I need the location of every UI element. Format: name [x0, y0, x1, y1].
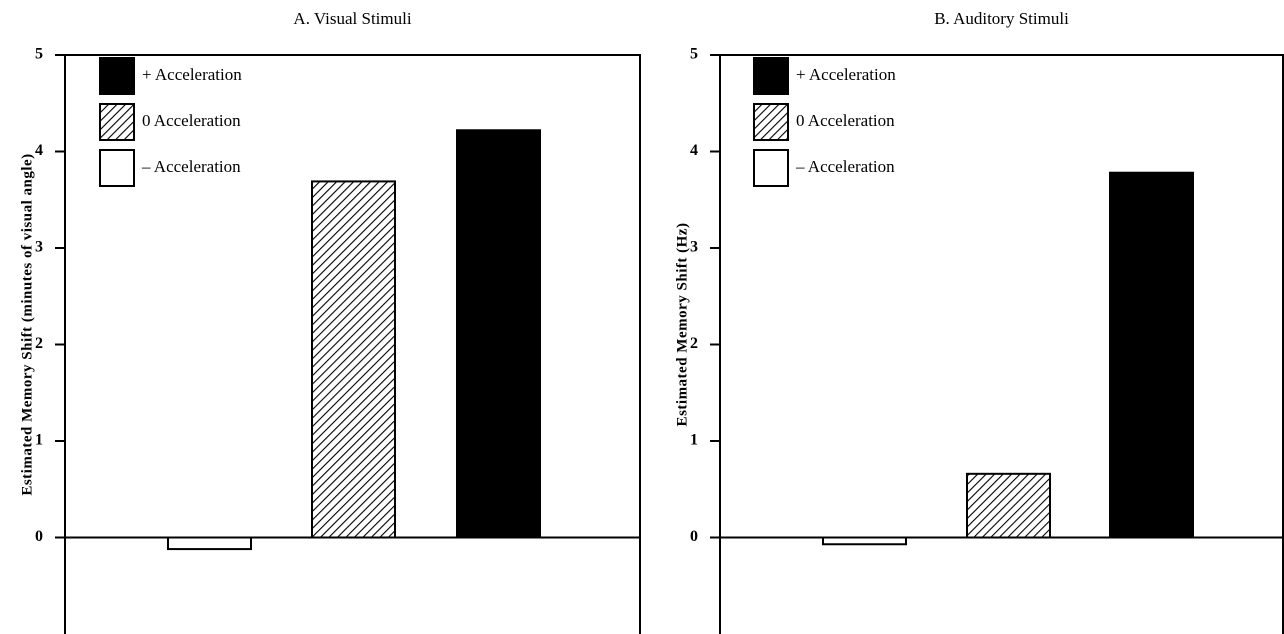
legend-label: + Acceleration: [796, 65, 896, 84]
y-axis-label: Estimated Memory Shift (Hz): [674, 223, 690, 427]
legend-swatch: [753, 103, 789, 141]
chart-title: B. Auditory Stimuli: [934, 9, 1069, 28]
y-axis-label: Estimated Memory Shift (minutes of visua…: [19, 153, 35, 495]
y-tick-label: 0: [690, 528, 698, 545]
legend-label: + Acceleration: [142, 65, 242, 84]
y-tick-label: 1: [690, 432, 698, 449]
y-tick-label: 4: [35, 142, 43, 159]
bar: [456, 129, 541, 539]
legend-swatch: [99, 149, 135, 187]
bar: [167, 536, 252, 551]
legend-swatch: [753, 57, 789, 95]
y-tick-label: 0: [35, 528, 43, 545]
legend-swatch: [99, 57, 135, 95]
bar: [822, 536, 907, 546]
chart-title: A. Visual Stimuli: [293, 9, 411, 28]
y-tick-label: 5: [35, 46, 43, 63]
legend-label: 0 Acceleration: [142, 111, 241, 130]
bar: [966, 472, 1051, 539]
y-tick-label: 2: [690, 335, 698, 352]
y-tick-label: 1: [35, 432, 43, 449]
y-tick-label: 4: [690, 142, 698, 159]
legend-swatch: [99, 103, 135, 141]
legend-label: – Acceleration: [141, 157, 241, 176]
legend-label: – Acceleration: [795, 157, 895, 176]
bar: [311, 180, 396, 539]
y-tick-label: 5: [690, 46, 698, 63]
plot-frame: [719, 54, 1284, 634]
legend-swatch: [753, 149, 789, 187]
bar: [1109, 171, 1194, 539]
legend-label: 0 Acceleration: [796, 111, 895, 130]
y-tick-label: 3: [35, 239, 43, 256]
y-tick-label: 2: [35, 335, 43, 352]
y-tick-label: 3: [690, 239, 698, 256]
